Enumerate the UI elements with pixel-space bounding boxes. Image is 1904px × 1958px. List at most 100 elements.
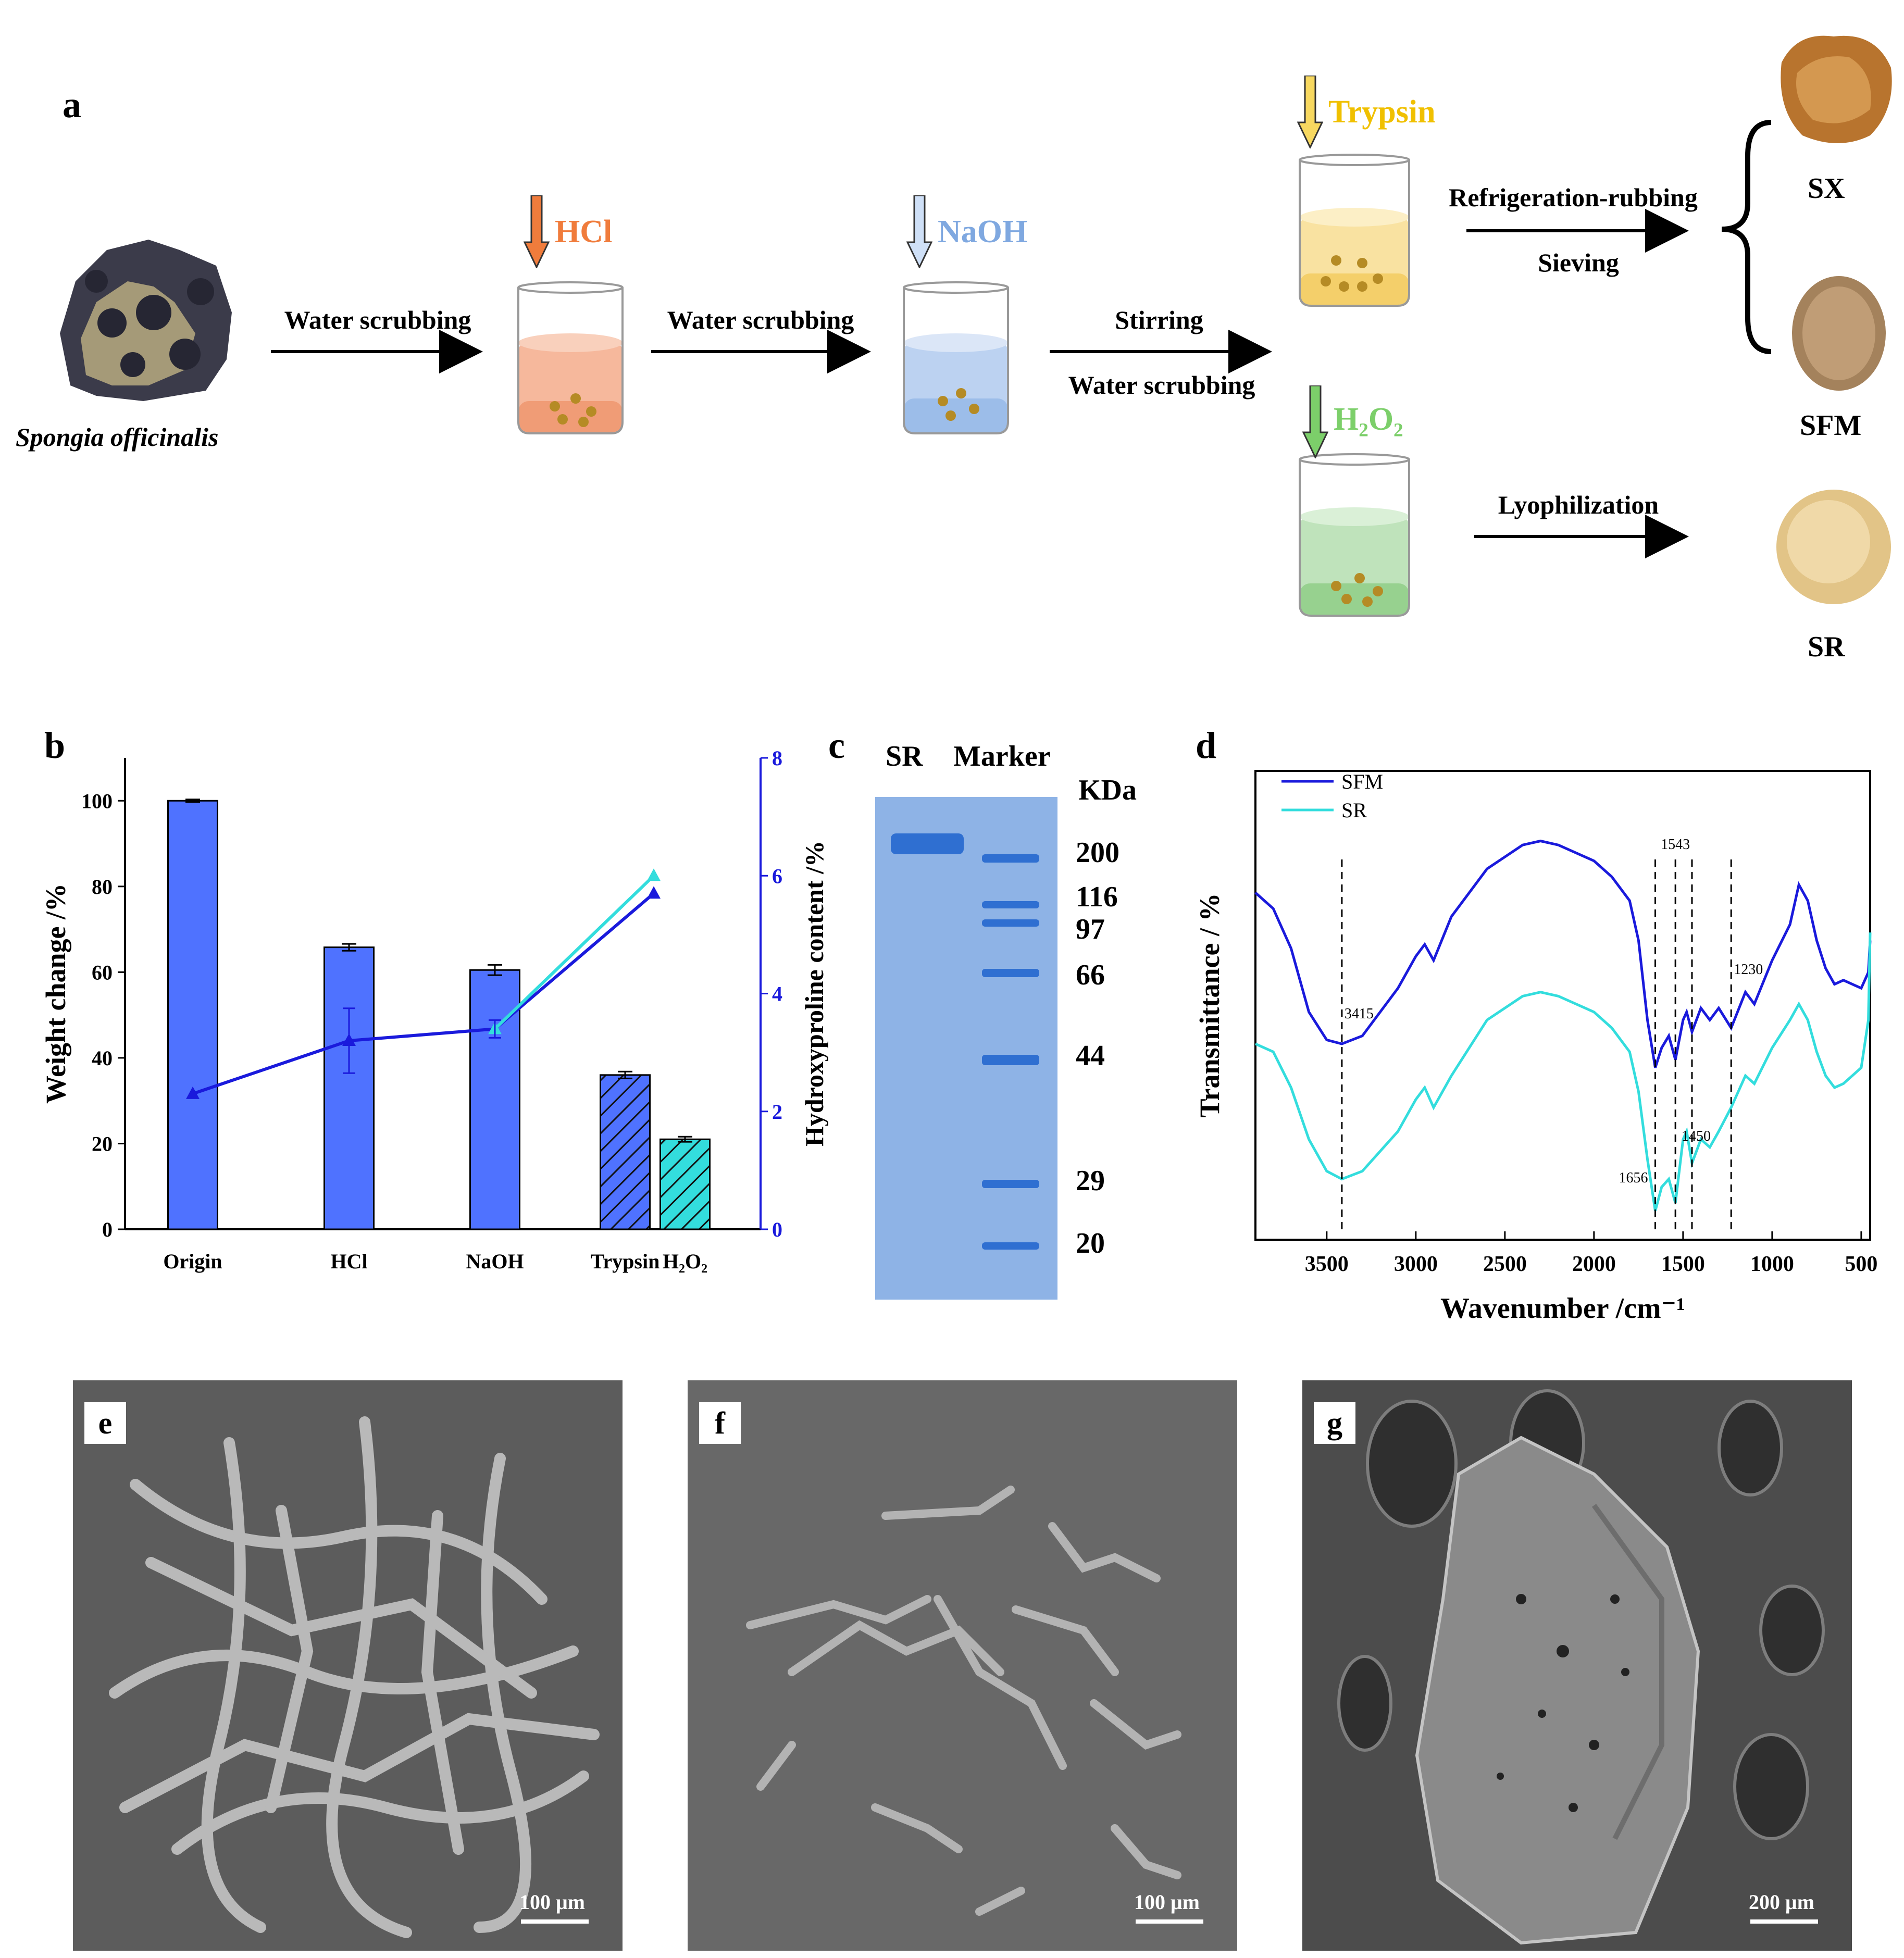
bar-NaOH (469, 969, 520, 1230)
panel-b-letter: b (44, 725, 66, 766)
peak-label-3415: 3415 (1345, 1006, 1374, 1022)
bar-H₂O₂ (659, 1138, 711, 1230)
trypsin-label: Trypsin (1328, 94, 1436, 130)
marker-band-44 (982, 1055, 1039, 1065)
panel-d-letter: d (1196, 725, 1217, 766)
x-tick-label: NaOH (466, 1250, 524, 1273)
product-sr: SR (1808, 631, 1845, 663)
x-tick-label: Trypsin (591, 1250, 660, 1273)
product-sfm: SFM (1800, 409, 1862, 442)
y-tick-label: 100 (81, 789, 113, 813)
beaker-naoh (903, 281, 1009, 434)
y2-tick-label: 2 (772, 1100, 782, 1124)
sem-image-g: g 200 μm (1302, 1380, 1852, 1951)
marker-band-29 (982, 1180, 1039, 1188)
sds-page-gel (875, 797, 1057, 1300)
y-tick-label: 60 (92, 961, 113, 984)
bar-HCl (323, 946, 375, 1230)
marker-band-20 (982, 1242, 1039, 1250)
lane-label-marker: Marker (953, 740, 1051, 772)
hydroxyproline-line-0 (192, 892, 655, 1095)
legend-label-SFM: SFM (1341, 770, 1383, 793)
trypsin-arrow-icon (1297, 76, 1323, 148)
bar-Trypsin (600, 1074, 651, 1230)
x-tick-label: 3000 (1394, 1252, 1438, 1276)
hydroxyproline-point (647, 868, 661, 881)
marker-97: 97 (1076, 913, 1105, 945)
sfm-image (1792, 276, 1886, 391)
scale-bar-f (1136, 1919, 1203, 1924)
y-axis-label: Transmittance / % (1194, 893, 1225, 1118)
y-tick-label: 80 (92, 875, 113, 899)
scale-label-e: 100 μm (519, 1890, 585, 1914)
source-label: Spongia officinalis (16, 422, 219, 452)
y-axis-label: Weight change /% (40, 883, 71, 1104)
h2o2-arrow-icon (1302, 385, 1328, 458)
scale-label-f: 100 μm (1134, 1890, 1200, 1914)
x-tick-label: Origin (163, 1250, 222, 1273)
spectrum-SR (1254, 932, 1872, 1212)
marker-band-200 (982, 854, 1039, 863)
marker-band-97 (982, 919, 1039, 927)
peak-label-1656: 1656 (1619, 1170, 1648, 1186)
sr-image (1776, 490, 1891, 604)
marker-66: 66 (1076, 959, 1105, 991)
panel-c-letter: c (828, 725, 845, 766)
unit-label: KDa (1078, 774, 1137, 806)
x-tick-label: 1000 (1750, 1252, 1794, 1276)
x-tick-label: H₂O₂ (663, 1250, 707, 1273)
panel-g-letter: g (1314, 1402, 1355, 1444)
y2-tick-label: 8 (772, 746, 782, 770)
hcl-label: HCl (555, 214, 613, 250)
sem-image-f: f 100 μm (688, 1380, 1237, 1951)
x-tick-label: 2500 (1483, 1252, 1527, 1276)
sponge-image (60, 240, 232, 401)
beaker-trypsin (1299, 154, 1410, 307)
hydroxyproline-point (647, 886, 661, 899)
y-tick-label: 40 (92, 1046, 113, 1070)
scale-bar-g (1750, 1919, 1818, 1924)
arrow-3-bottom-label: Water scrubbing (1068, 370, 1255, 400)
y-tick-label: 0 (102, 1218, 113, 1241)
lane-label-sr: SR (886, 740, 923, 772)
arrow-2-label: Water scrubbing (667, 305, 854, 334)
marker-116: 116 (1076, 881, 1118, 913)
arrow-1-label: Water scrubbing (284, 305, 471, 334)
product-sx: SX (1808, 172, 1845, 205)
spectrum-SFM (1254, 839, 1872, 1068)
product-brace (1721, 120, 1772, 354)
y-tick-label: 20 (92, 1132, 113, 1155)
marker-20: 20 (1076, 1227, 1105, 1259)
arrow-4-top-label: Refrigeration-rubbing (1449, 183, 1698, 212)
peak-label-1230: 1230 (1734, 962, 1763, 978)
y2-tick-label: 4 (772, 982, 782, 1006)
marker-200: 200 (1076, 837, 1119, 869)
hcl-arrow-icon (524, 195, 550, 268)
arrow-4-bottom-label: Sieving (1538, 248, 1619, 277)
y2-tick-label: 6 (772, 864, 782, 888)
beaker-hcl (517, 281, 624, 434)
hydroxyproline-line-1 (493, 875, 655, 1030)
x-axis-label: Wavenumber /cm⁻¹ (1440, 1292, 1685, 1325)
x-tick-label: 3500 (1305, 1252, 1349, 1276)
sponge-film-g (1302, 1380, 1852, 1951)
naoh-arrow-icon (906, 195, 932, 268)
panel-f-letter: f (699, 1402, 741, 1444)
h2o2-label: H₂O₂ (1334, 402, 1403, 437)
peak-label-1450: 1450 (1682, 1128, 1711, 1144)
marker-29: 29 (1076, 1165, 1105, 1197)
y2-tick-label: 0 (772, 1218, 782, 1241)
arrow-5-label: Lyophilization (1498, 490, 1659, 519)
ftir-chart: 3500 3000 2500 2000 1500 1000 500 Wavenumber /c… (1194, 770, 1877, 1325)
legend-label-SR: SR (1341, 799, 1367, 822)
plot-frame (1254, 770, 1871, 1241)
process-arrows (271, 120, 1772, 558)
bar-Origin (167, 800, 218, 1230)
sponge-fiber-network-e (73, 1380, 623, 1951)
marker-band-116 (982, 901, 1039, 908)
sr-band (891, 833, 964, 854)
arrow-3-top-label: Stirring (1115, 305, 1203, 334)
x-tick-label: 1500 (1661, 1252, 1705, 1276)
marker-44: 44 (1076, 1040, 1105, 1072)
sem-image-e: e 100 μm (73, 1380, 623, 1951)
